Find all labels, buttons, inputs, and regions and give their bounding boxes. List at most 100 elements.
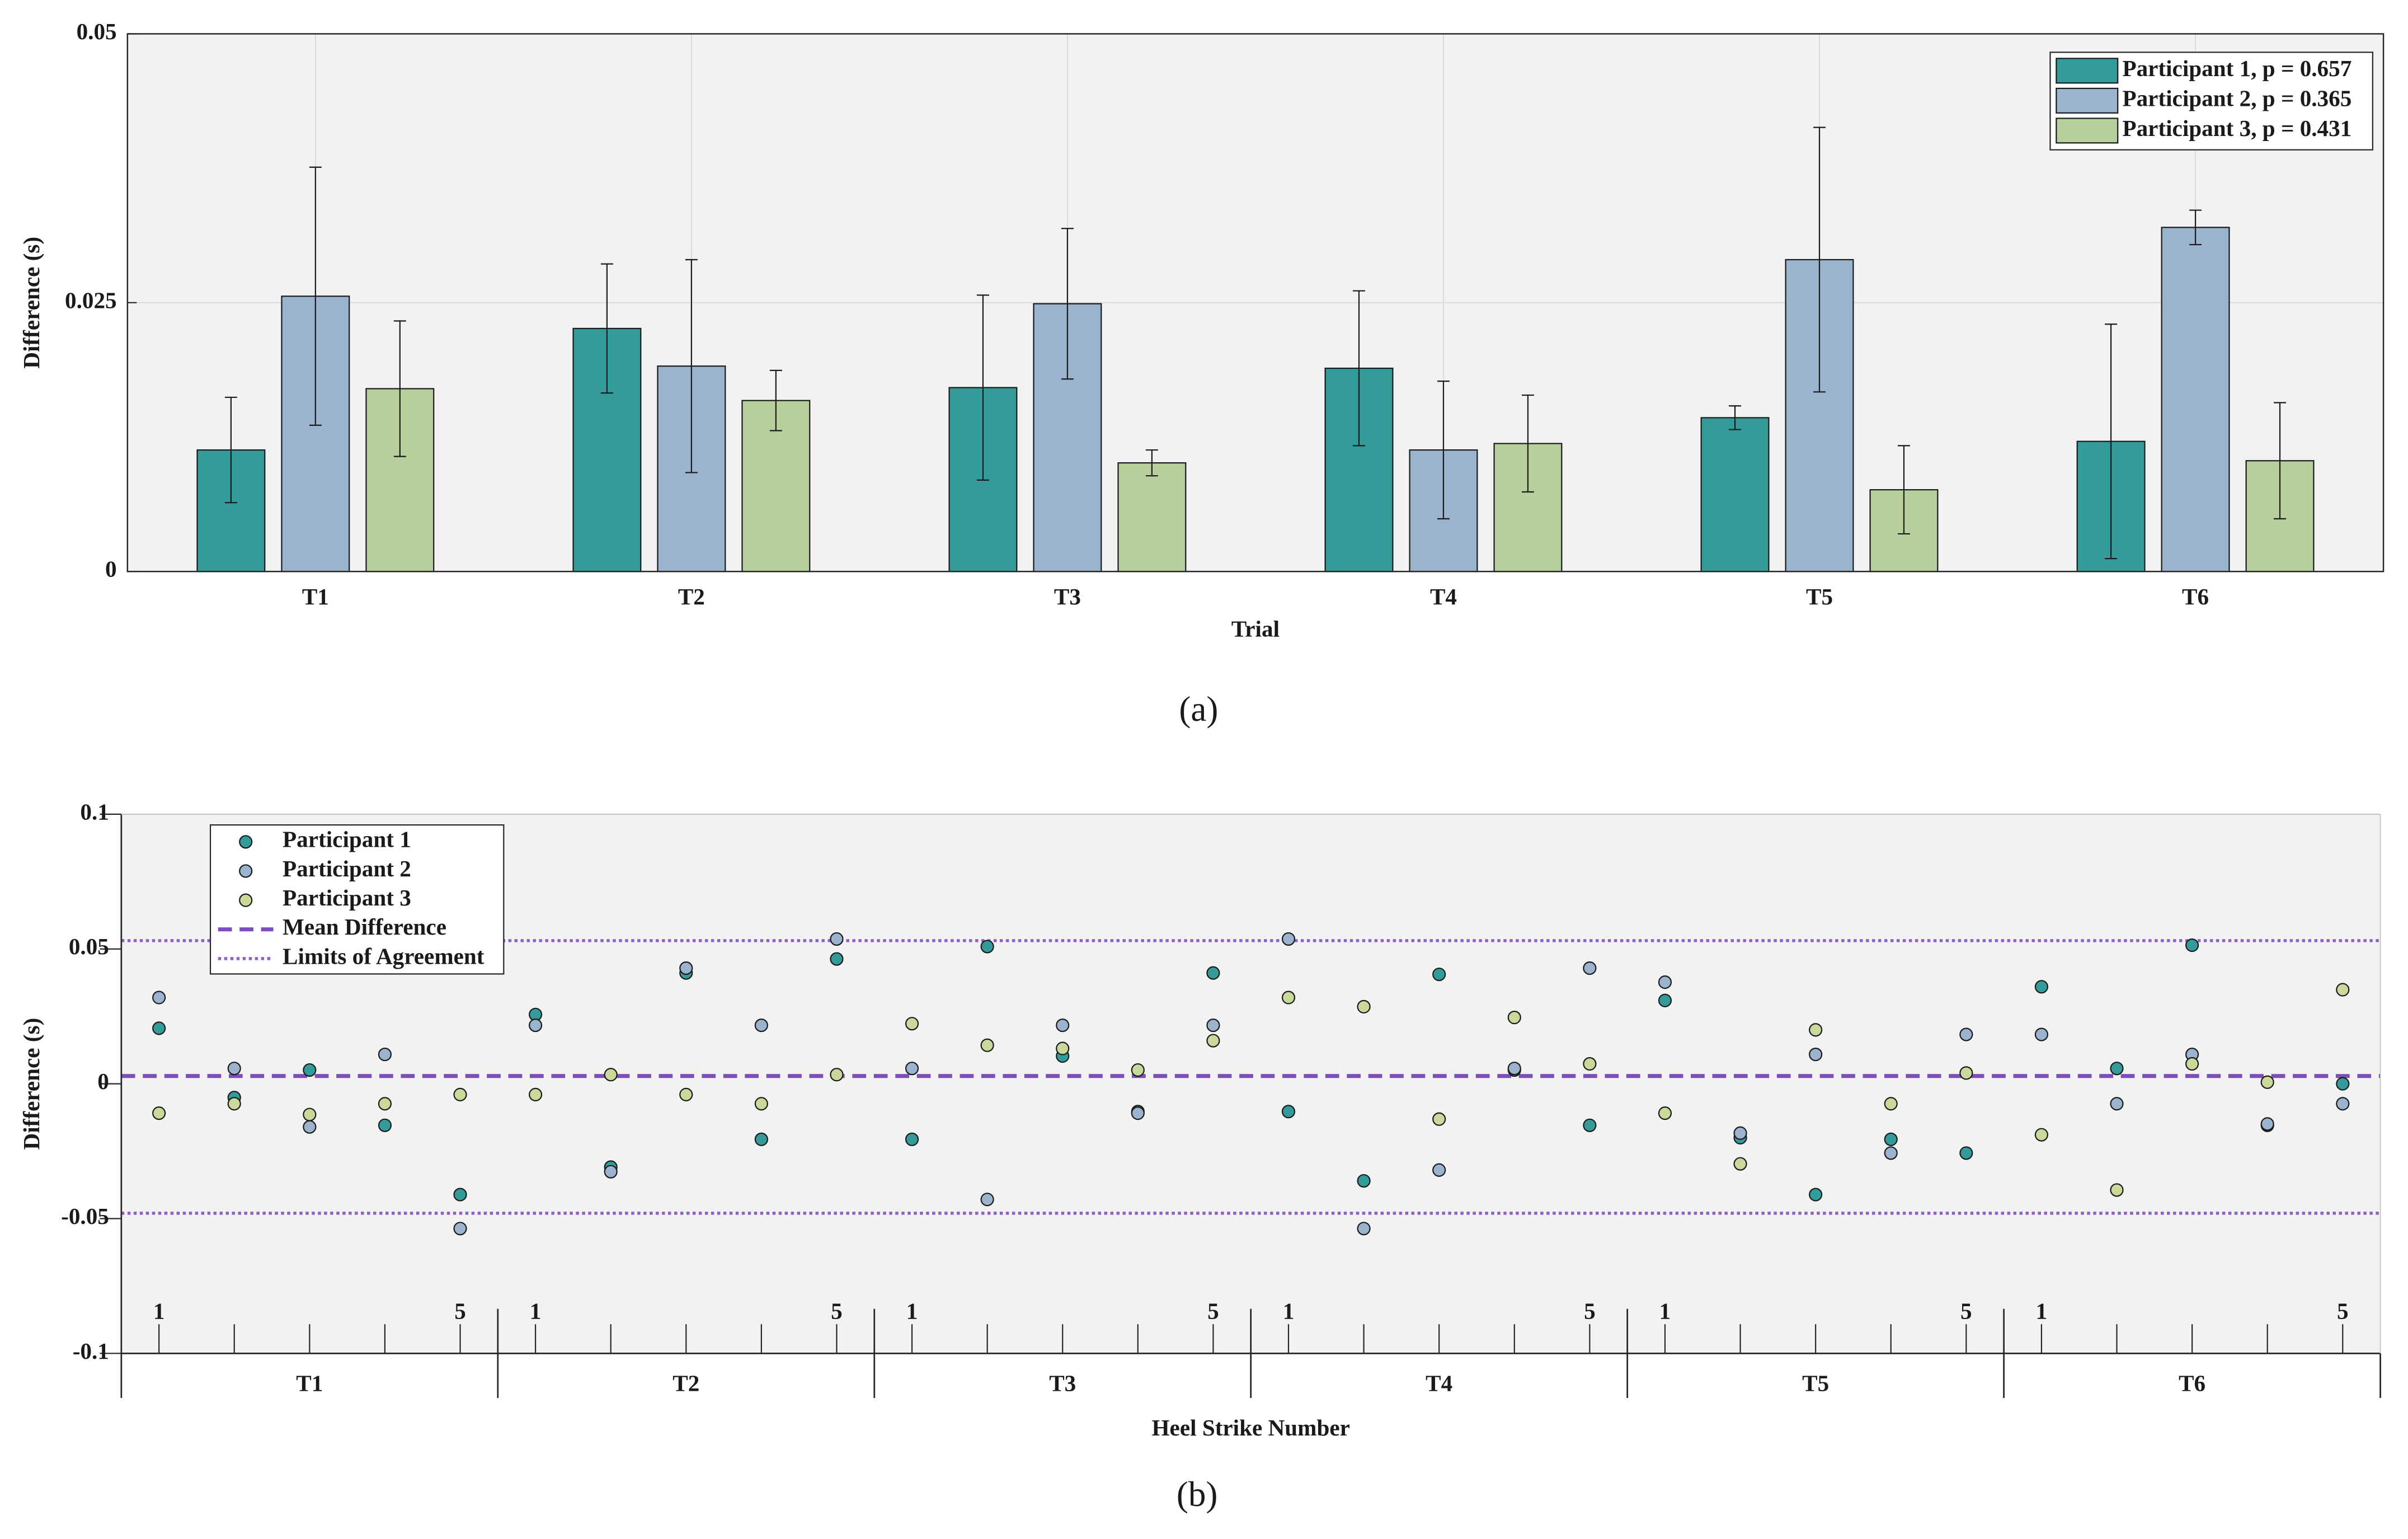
legend-label: Participant 2 (283, 856, 411, 881)
x-tick-label: T6 (2182, 584, 2209, 609)
bar (1117, 462, 1187, 573)
point (679, 961, 693, 975)
group-label: T2 (672, 1370, 699, 1396)
point (1357, 1000, 1371, 1014)
point (1583, 1057, 1597, 1071)
point (1206, 1034, 1220, 1048)
point (2110, 1097, 2124, 1111)
y-tick-label: 0.05 (77, 18, 117, 44)
point (2110, 1183, 2124, 1197)
point (1206, 1018, 1220, 1033)
x-axis-label: Trial (1231, 616, 1280, 642)
point (2034, 980, 2049, 994)
point (905, 1062, 919, 1076)
error-bar (976, 294, 989, 481)
point (303, 1063, 317, 1077)
error-bar (1061, 228, 1074, 380)
error-bar (393, 320, 406, 457)
x-tick-label: 5 (1960, 1298, 1972, 1324)
point (604, 1068, 618, 1082)
point (152, 991, 166, 1005)
error-bar (1353, 290, 1365, 447)
y-tick-label: -0.05 (61, 1203, 109, 1229)
y-tick-label: 0.025 (65, 287, 117, 313)
x-tick-label: 5 (2337, 1298, 2349, 1324)
point (378, 1118, 392, 1132)
error-bar (600, 263, 613, 394)
point (679, 1087, 693, 1101)
y-axis-label: Difference (s) (18, 237, 45, 369)
group-label: T1 (296, 1370, 323, 1396)
point (1959, 1146, 1973, 1160)
legend-label: Participant 1 (283, 827, 411, 852)
y-tick-label: 0 (105, 556, 117, 582)
point (303, 1120, 317, 1134)
point (453, 1222, 467, 1236)
error-bar (769, 369, 782, 431)
error-bar (2274, 402, 2287, 520)
point (1056, 1018, 1070, 1033)
x-axis-label: Heel Strike Number (1152, 1415, 1350, 1441)
point (453, 1188, 467, 1202)
x-tick-label: T5 (1806, 584, 1833, 609)
point (980, 1193, 994, 1207)
point (980, 940, 994, 954)
point (1884, 1132, 1898, 1146)
legend-marker (239, 864, 253, 878)
x-tick-label: T2 (678, 584, 705, 609)
error-bar (224, 396, 237, 504)
point (2185, 938, 2199, 953)
legend-label: Participant 3, p = 0.431 (2122, 115, 2351, 141)
legend-box (209, 824, 505, 975)
point (1583, 1118, 1597, 1132)
point (2034, 1027, 2049, 1041)
legend-label: Participant 2, p = 0.365 (2122, 85, 2351, 111)
y-tick-label: 0 (97, 1068, 109, 1094)
x-tick-label: T3 (1054, 584, 1081, 609)
point (1733, 1126, 1747, 1140)
point (1281, 932, 1296, 946)
point (1884, 1097, 1898, 1111)
x-tick-label: 5 (831, 1298, 843, 1324)
y-axis-label: Difference (s) (18, 1018, 45, 1150)
point (227, 1062, 241, 1076)
point (905, 1017, 919, 1031)
point (1733, 1157, 1747, 1171)
x-tick-label: T4 (1430, 584, 1457, 609)
error-bar (1813, 126, 1826, 393)
error-bar (2189, 209, 2202, 246)
point (1809, 1023, 1823, 1037)
x-tick-label: 1 (1659, 1298, 1671, 1324)
point (830, 1068, 844, 1082)
point (2185, 1057, 2199, 1071)
error-bar (1729, 405, 1742, 430)
point (2336, 1097, 2350, 1111)
error-bar (1437, 380, 1450, 520)
point (529, 1018, 543, 1033)
x-tick-label: T1 (302, 584, 329, 609)
point (2336, 983, 2350, 997)
legend-label: Participant 3 (283, 885, 411, 911)
bar (2161, 227, 2230, 573)
group-label: T3 (1049, 1370, 1076, 1396)
point (1281, 1105, 1296, 1119)
point (1884, 1146, 1898, 1160)
x-tick-label: 1 (530, 1298, 542, 1324)
x-tick-label: 5 (1207, 1298, 1219, 1324)
point (1432, 1163, 1446, 1177)
point (1357, 1174, 1371, 1188)
legend-label: Limits of Agreement (283, 943, 485, 969)
error-bar (1145, 449, 1158, 477)
point (453, 1087, 467, 1101)
legend-marker (239, 893, 253, 907)
point (1131, 1106, 1145, 1120)
point (980, 1038, 994, 1052)
error-bar (2105, 323, 2118, 560)
legend-label: Participant 1, p = 0.657 (2122, 55, 2351, 81)
caption: (a) (1179, 689, 1218, 729)
x-tick-label: 1 (2036, 1298, 2048, 1324)
group-label: T4 (1426, 1370, 1452, 1396)
bar (1700, 417, 1770, 573)
point (1809, 1188, 1823, 1202)
